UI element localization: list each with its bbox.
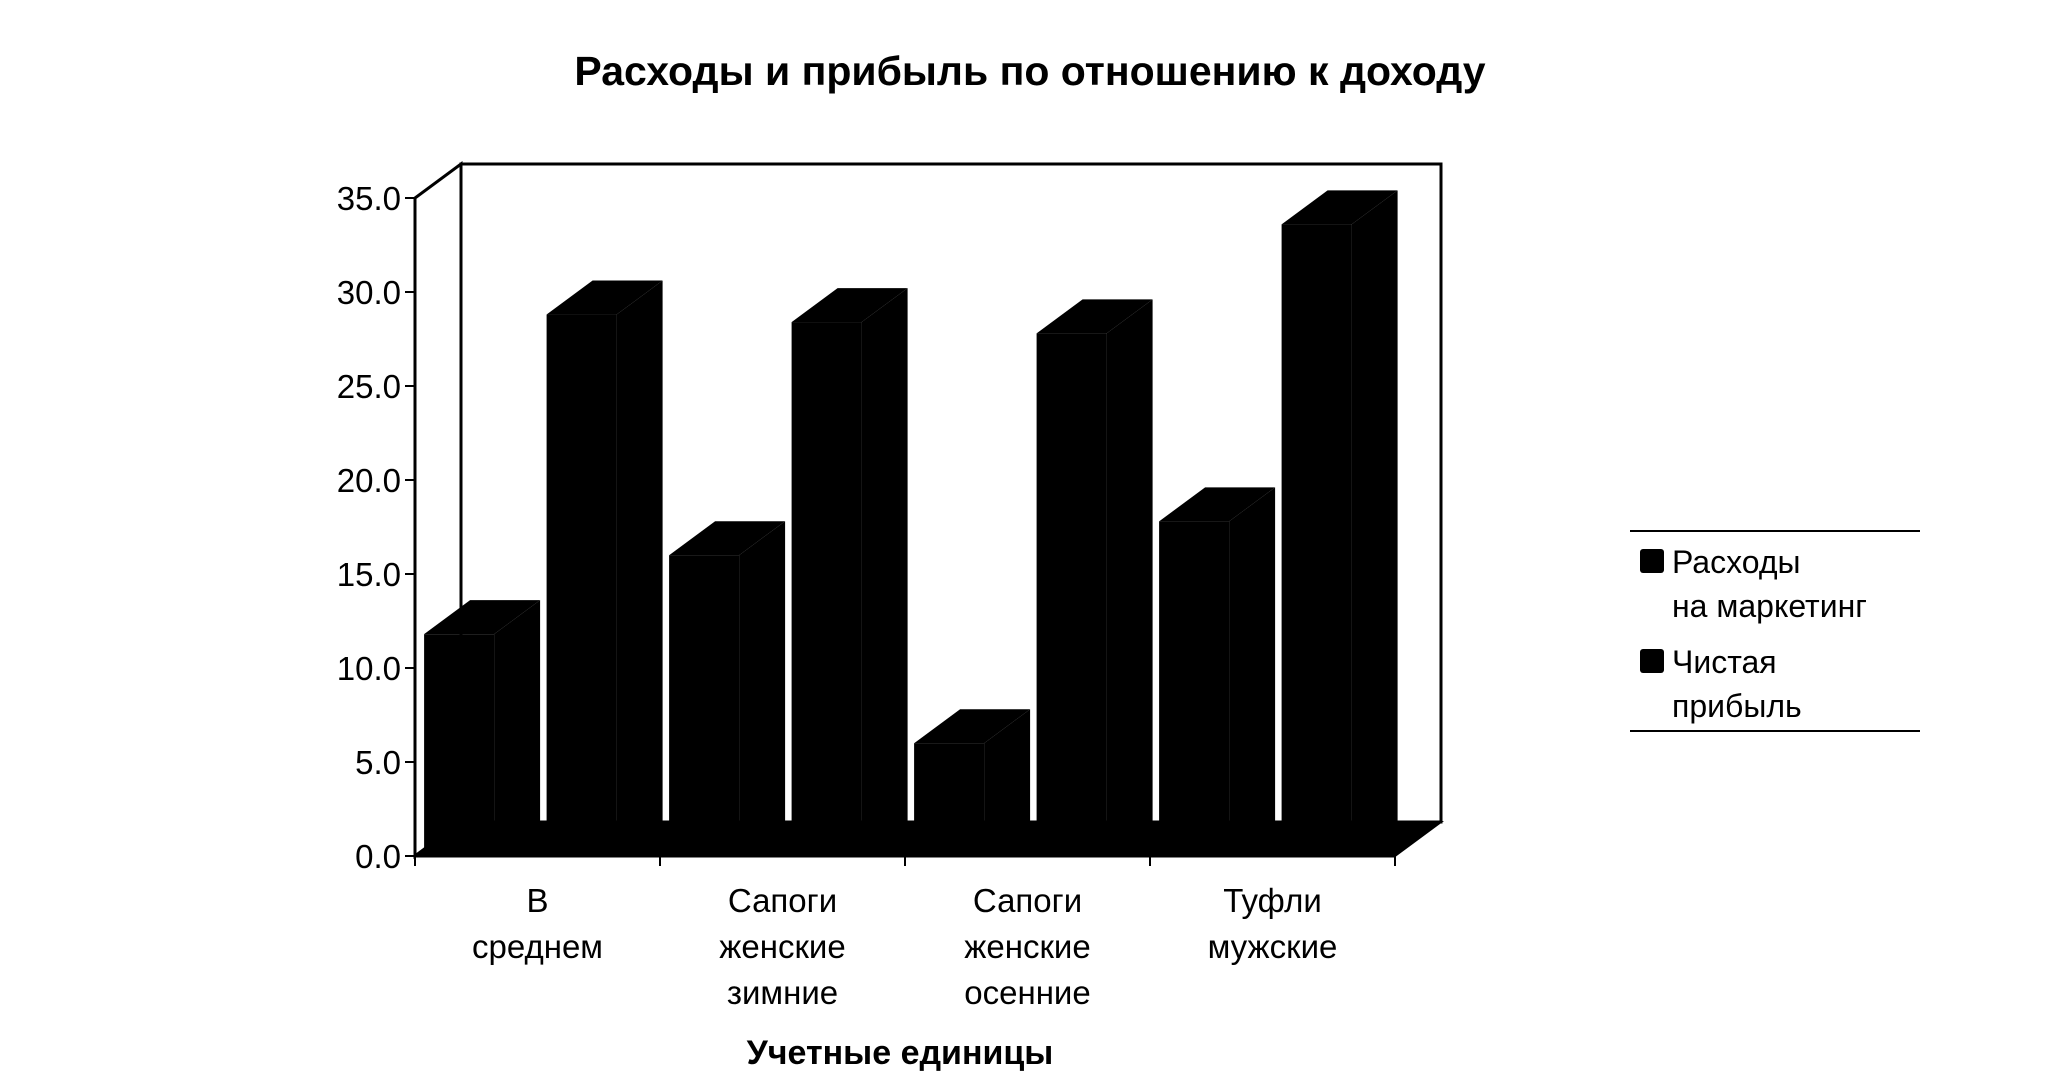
bar-front	[1281, 224, 1352, 856]
bar-side	[1229, 487, 1276, 856]
bar-side	[616, 280, 663, 856]
bar-top	[1159, 487, 1276, 522]
bar-front	[669, 555, 740, 856]
bar	[546, 280, 663, 856]
bar-side	[739, 521, 786, 856]
legend: Расходы на маркетинг Чистая прибыль	[1630, 530, 1920, 732]
bar	[791, 288, 908, 857]
bar-top	[1281, 190, 1398, 225]
bar	[424, 600, 541, 856]
y-tick-label: 10.0	[337, 650, 401, 687]
bar-front	[1159, 521, 1230, 856]
legend-swatch	[1640, 549, 1664, 573]
bar	[669, 521, 786, 856]
bar-top	[914, 709, 1031, 744]
bar-side	[1106, 299, 1153, 856]
x-axis-title: Учетные единицы	[747, 1034, 1054, 1072]
bar	[1159, 487, 1276, 856]
bar-side	[861, 288, 908, 857]
y-tick-label: 0.0	[355, 838, 401, 875]
chart-title: Расходы и прибыль по отношению к доходу	[574, 48, 1485, 94]
bar-side	[1351, 190, 1398, 856]
y-tick-label: 35.0	[337, 180, 401, 217]
bar-front	[424, 634, 495, 856]
bar-front	[791, 322, 862, 857]
x-tick-label: Сапоги женские осенние	[964, 882, 1090, 1011]
bar-side	[494, 600, 541, 856]
y-tick-label: 15.0	[337, 556, 401, 593]
bar-top	[1036, 299, 1153, 334]
x-tick-label: Туфли мужские	[1208, 882, 1338, 965]
bar-top	[791, 288, 908, 323]
y-tick-label: 20.0	[337, 462, 401, 499]
legend-label: Расходы на маркетинг	[1672, 544, 1867, 624]
bar	[1281, 190, 1398, 856]
bar	[1036, 299, 1153, 856]
bar	[914, 709, 1031, 856]
x-tick-label: Сапоги женские зимние	[719, 882, 845, 1011]
bar-top	[669, 521, 786, 556]
legend-label: Чистая прибыль	[1672, 644, 1802, 724]
y-tick-label: 25.0	[337, 368, 401, 405]
y-tick-label: 5.0	[355, 744, 401, 781]
bar-front	[546, 314, 617, 856]
bar-front	[1036, 333, 1107, 856]
y-tick-label: 30.0	[337, 274, 401, 311]
bar-front	[914, 743, 985, 856]
legend-swatch	[1640, 649, 1664, 673]
bar-side	[984, 709, 1031, 856]
bar-top	[546, 280, 663, 315]
bars	[424, 190, 1398, 857]
bar-top	[424, 600, 541, 635]
y-axis: 0.0 5.0 10.0 15.0 20.0 25.0 30.0 35.0	[337, 180, 417, 875]
